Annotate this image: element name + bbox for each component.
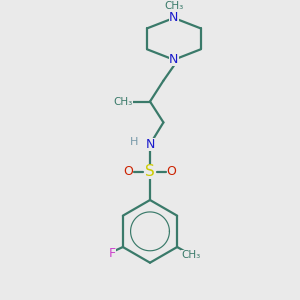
Text: O: O [124,165,134,178]
Text: CH₃: CH₃ [113,97,133,106]
Text: O: O [167,165,176,178]
Text: CH₃: CH₃ [164,1,184,11]
Text: N: N [169,11,178,25]
Text: N: N [169,53,178,66]
Text: S: S [145,164,155,179]
Text: N: N [145,138,155,151]
Text: CH₃: CH₃ [181,250,200,260]
Text: F: F [108,247,116,260]
Text: H: H [129,137,138,147]
